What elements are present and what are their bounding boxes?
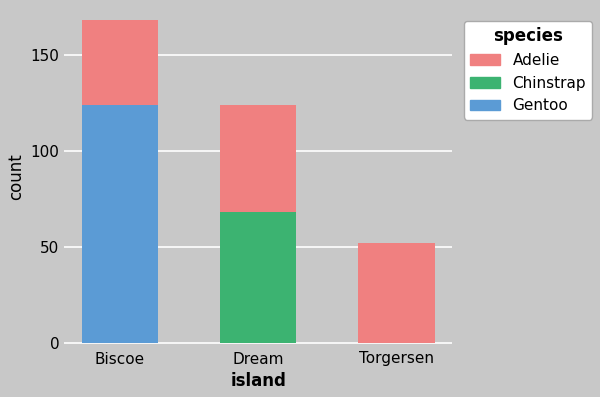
Y-axis label: count: count (7, 153, 25, 200)
Bar (82, 20, 158, 105)
Bar (82, 105, 158, 343)
X-axis label: island: island (230, 372, 286, 390)
Bar (358, 243, 434, 343)
Legend: Adelie, Chinstrap, Gentoo: Adelie, Chinstrap, Gentoo (464, 21, 592, 119)
Bar (220, 212, 296, 343)
Bar (220, 105, 296, 212)
